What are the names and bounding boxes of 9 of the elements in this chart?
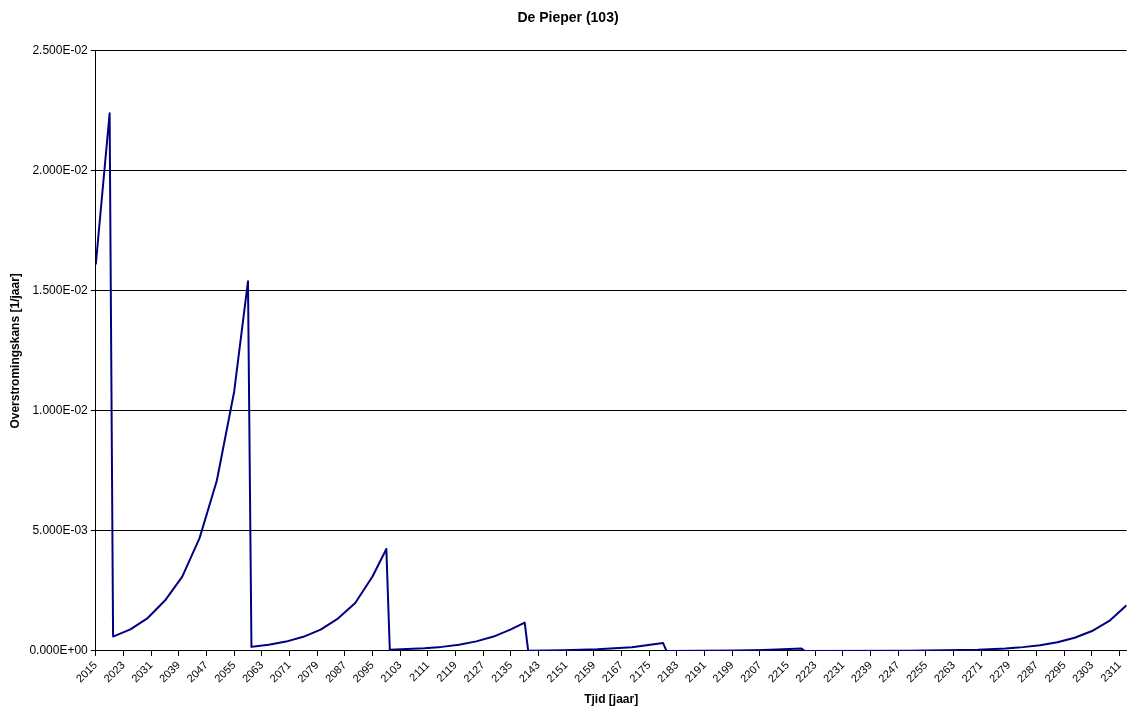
chart-title: De Pieper (103) — [517, 9, 619, 26]
y-tick-label: 1.500E-02 — [32, 283, 89, 298]
y-tick-label: 2.000E-02 — [32, 163, 89, 178]
y-tick-label: 2.500E-02 — [32, 43, 89, 58]
y-axis-title: Overstromingskans [1/jaar] — [7, 273, 22, 429]
y-tick-label: 0.000E+00 — [29, 643, 89, 658]
x-axis-title: Tjid [jaar] — [584, 692, 639, 707]
y-tick-label: 5.000E-03 — [32, 523, 89, 538]
y-tick-label: 1.000E-02 — [32, 403, 89, 418]
